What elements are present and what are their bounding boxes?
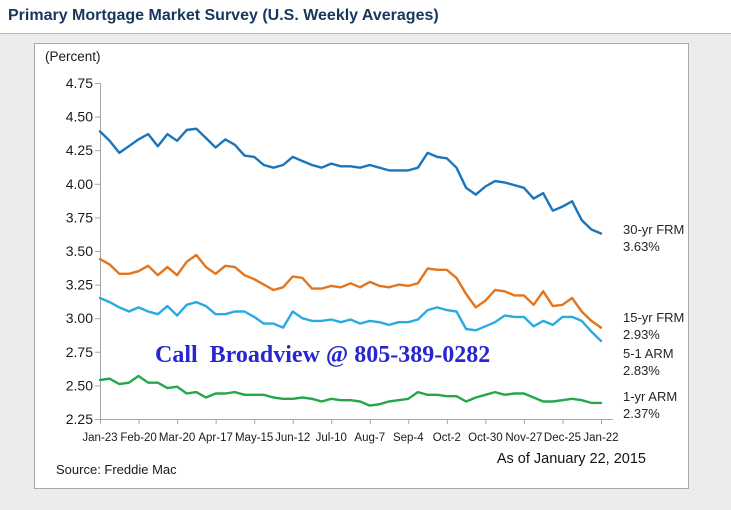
x-tick-label: Sep-4 <box>393 432 424 444</box>
y-tick-label: 3.50 <box>66 243 93 259</box>
page-header: Primary Mortgage Market Survey (U.S. Wee… <box>0 0 731 34</box>
legend-series-value: 3.63% <box>623 239 660 254</box>
y-tick-label: 4.25 <box>66 142 93 158</box>
x-tick-label: Dec-25 <box>544 432 581 444</box>
y-tick-label: 3.75 <box>66 209 93 225</box>
x-tick-label: Jan-22 <box>583 432 618 444</box>
y-tick-label: 2.25 <box>66 411 93 427</box>
legend-series-name: 15-yr FRM <box>623 310 685 325</box>
legend-series-value: 2.37% <box>623 406 660 421</box>
y-tick-label: 3.25 <box>66 277 93 293</box>
x-tick-label: Oct-30 <box>468 432 503 444</box>
x-tick-label: May-15 <box>235 432 273 444</box>
x-tick-label: Jul-10 <box>316 432 347 444</box>
page-title: Primary Mortgage Market Survey (U.S. Wee… <box>8 7 439 24</box>
legend-entry-5-1-arm: 5-1 ARM 2.83% <box>623 345 674 379</box>
series-line-15-yr-frm <box>98 253 603 329</box>
legend-entry-30-yr-frm: 30-yr FRM 3.63% <box>623 221 684 255</box>
x-tick-label: Nov-27 <box>505 432 542 444</box>
as-of-date-label: As of January 22, 2015 <box>496 451 646 467</box>
x-tick-label: Oct-2 <box>433 432 461 444</box>
y-tick-label: 3.00 <box>66 310 93 326</box>
series-line-1-yr-arm <box>98 374 603 407</box>
legend-entry-1-yr-arm: 1-yr ARM 2.37% <box>623 388 677 422</box>
y-tick-label: 2.50 <box>66 377 93 393</box>
legend-series-value: 2.83% <box>623 363 660 378</box>
y-tick-label: 4.00 <box>66 176 93 192</box>
chart-canvas: 2.25 2.50 2.75 3.00 3.25 3.50 3.75 4.00 4.25 4.50… <box>66 75 619 444</box>
advert-overlay-text: Call Broadview @ 805-389-0282 <box>155 342 491 368</box>
chart-panel: (Percent) 2.25 2.50 2.75 3.00 3.25 3.50 3.75 4.… <box>34 43 689 489</box>
y-tick-label: 4.50 <box>66 109 93 125</box>
source-label: Source: Freddie Mac <box>56 462 177 477</box>
y-axis-unit-label: (Percent) <box>45 49 101 64</box>
x-tick-label: Apr-17 <box>198 432 233 444</box>
legend-series-name: 5-1 ARM <box>623 346 674 361</box>
y-tick-label: 4.75 <box>66 75 93 91</box>
x-tick-label: Feb-20 <box>120 432 156 444</box>
x-tick-label: Mar-20 <box>159 432 195 444</box>
series-line-5-1-arm <box>98 296 603 343</box>
legend-series-name: 30-yr FRM <box>623 222 685 237</box>
y-tick-label: 2.75 <box>66 344 93 360</box>
legend-series-name: 1-yr ARM <box>623 389 678 404</box>
x-tick-label: Jan-23 <box>82 432 117 444</box>
x-tick-label: Jun-12 <box>275 432 310 444</box>
series-line-30-yr-frm <box>98 127 603 235</box>
x-tick-label: Aug-7 <box>354 432 385 444</box>
legend-series-value: 2.93% <box>623 327 660 342</box>
legend-entry-15-yr-frm: 15-yr FRM 2.93% <box>623 309 684 343</box>
